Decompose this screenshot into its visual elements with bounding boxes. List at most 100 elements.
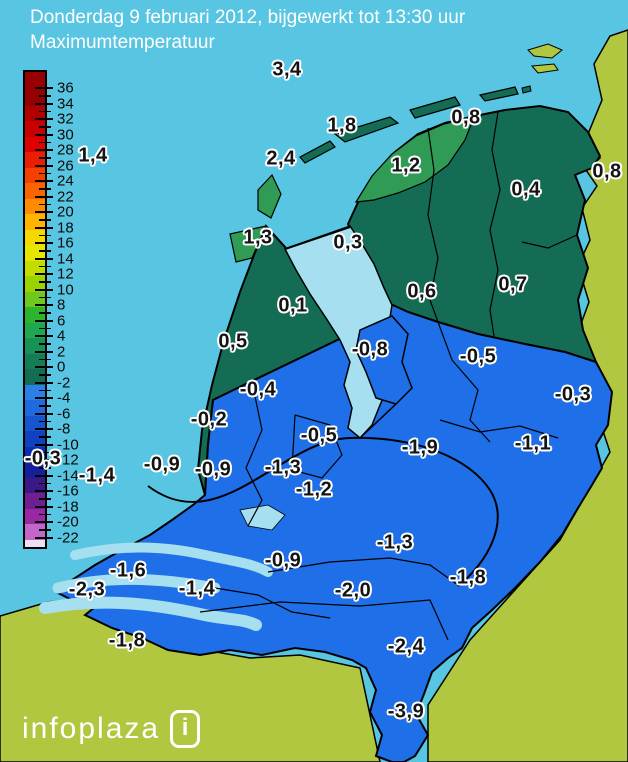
scale-tick bbox=[35, 505, 53, 508]
scale-minor-tick bbox=[39, 250, 51, 252]
scale-minor-tick bbox=[39, 327, 51, 329]
scale-tick bbox=[35, 87, 53, 89]
scale-minor-tick bbox=[39, 374, 51, 376]
scale-tick-label: -2 bbox=[57, 374, 71, 391]
houtribdijk bbox=[359, 403, 397, 439]
scale-minor-tick bbox=[39, 203, 51, 205]
island-rottumeroog bbox=[521, 85, 532, 94]
scale-tick-label: -14 bbox=[57, 467, 79, 484]
scale-tick-label: 32 bbox=[57, 110, 74, 128]
scale-tick-label: 2 bbox=[57, 343, 66, 360]
scale-cell bbox=[25, 400, 45, 416]
scale-minor-tick bbox=[39, 405, 51, 407]
scale-tick-label: -22 bbox=[57, 529, 79, 546]
germany-land bbox=[427, 29, 628, 762]
scale-minor-tick bbox=[39, 343, 51, 345]
scale-cell bbox=[25, 415, 45, 431]
island-terschelling bbox=[333, 116, 400, 143]
scale-cell bbox=[25, 136, 45, 152]
scale-minor-tick bbox=[39, 188, 51, 190]
scale-tick-label: -20 bbox=[57, 513, 79, 531]
title-date-line: Donderdag 9 februari 2012, bijgewerkt to… bbox=[30, 7, 466, 28]
scale-tick-label: 14 bbox=[57, 250, 74, 267]
scale-tick-label: 8 bbox=[57, 296, 66, 314]
scale-cell bbox=[25, 183, 45, 199]
scale-tick bbox=[35, 474, 53, 477]
region-north-holland-tip bbox=[229, 225, 268, 263]
map-title: Donderdag 9 februari 2012, bijgewerkt to… bbox=[30, 5, 465, 55]
scale-tick-label: 10 bbox=[57, 281, 74, 298]
scale-minor-tick bbox=[39, 95, 51, 97]
scale-cell bbox=[25, 322, 45, 338]
scale-tick bbox=[35, 397, 53, 399]
scale-tick bbox=[35, 211, 53, 213]
delta-waterway bbox=[52, 573, 221, 594]
scale-tick bbox=[35, 102, 53, 105]
scale-cell bbox=[25, 245, 45, 261]
scale-tick-label: 22 bbox=[57, 188, 74, 205]
scale-minor-tick bbox=[39, 126, 51, 128]
scale-cell bbox=[25, 291, 45, 307]
scale-minor-tick bbox=[39, 157, 51, 159]
scale-cell bbox=[25, 539, 45, 547]
scale-tick bbox=[35, 164, 53, 167]
scale-tick-label: -10 bbox=[57, 436, 79, 453]
scale-cell bbox=[25, 508, 45, 524]
scale-tick bbox=[35, 242, 53, 244]
scale-tick bbox=[35, 304, 53, 306]
island-ameland bbox=[409, 96, 461, 119]
scale-cell bbox=[25, 477, 45, 493]
scale-cell bbox=[25, 353, 45, 369]
scale-minor-tick bbox=[39, 436, 51, 438]
scale-tick-label: -18 bbox=[57, 498, 79, 515]
scale-tick-label: 18 bbox=[57, 219, 74, 236]
scale-cell bbox=[25, 105, 45, 121]
scale-tick-label: 30 bbox=[57, 126, 74, 143]
german-island bbox=[530, 63, 559, 74]
region-flevoland bbox=[355, 315, 413, 405]
delta-waterway bbox=[39, 596, 262, 631]
scale-minor-tick bbox=[39, 482, 51, 484]
scale-minor-tick bbox=[39, 529, 51, 531]
scale-minor-tick bbox=[39, 312, 51, 314]
scale-tick-label: 16 bbox=[57, 234, 74, 252]
scale-cell bbox=[25, 214, 45, 230]
title-parameter-line: Maximumtemperatuur bbox=[30, 32, 215, 53]
scale-minor-tick bbox=[39, 219, 51, 221]
scale-tick bbox=[35, 366, 53, 368]
scale-tick bbox=[35, 381, 53, 384]
scale-minor-tick bbox=[39, 389, 51, 391]
scale-cell bbox=[25, 384, 45, 400]
scale-tick bbox=[35, 118, 53, 120]
scale-tick bbox=[35, 536, 53, 539]
scale-cell bbox=[25, 229, 45, 245]
scale-tick bbox=[35, 273, 53, 275]
region-friesland-light-green bbox=[354, 116, 475, 203]
scale-minor-tick bbox=[39, 467, 51, 469]
scale-cell bbox=[25, 431, 45, 447]
scale-tick-label: 6 bbox=[57, 312, 66, 329]
biesbosch-water bbox=[239, 504, 286, 531]
scale-cell bbox=[25, 338, 45, 354]
scale-cell bbox=[25, 167, 45, 183]
scale-minor-tick bbox=[39, 296, 51, 298]
scale-tick-label: 26 bbox=[57, 157, 74, 174]
delta-waterway bbox=[70, 542, 273, 577]
scale-tick bbox=[35, 180, 53, 182]
scale-minor-tick bbox=[39, 110, 51, 112]
infoplaza-logo: infoplaza i bbox=[22, 710, 201, 748]
scale-cell bbox=[25, 152, 45, 168]
scale-cell bbox=[25, 307, 45, 323]
island-schiermonnikoog bbox=[478, 86, 519, 102]
scale-tick-label: 34 bbox=[57, 95, 74, 112]
scale-tick bbox=[35, 335, 53, 337]
scale-tick bbox=[35, 521, 53, 523]
scale-tick bbox=[35, 133, 53, 136]
scale-bar bbox=[23, 70, 47, 549]
scale-minor-tick bbox=[39, 451, 51, 453]
scale-tick-label: 36 bbox=[57, 79, 74, 97]
scale-cell bbox=[25, 198, 45, 214]
scale-minor-tick bbox=[39, 141, 51, 143]
island-vlieland bbox=[299, 140, 336, 164]
